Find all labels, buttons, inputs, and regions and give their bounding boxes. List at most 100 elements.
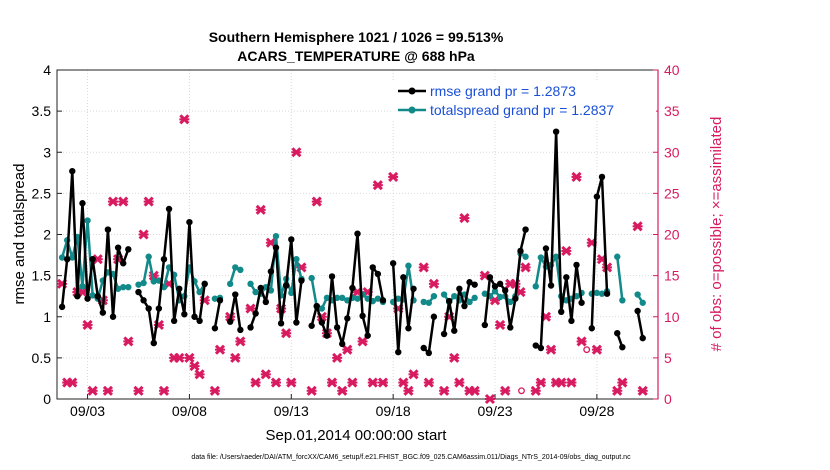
obs-count-marker [281,328,292,339]
totalspread-point [634,291,641,298]
x-tick-label: 09/03 [70,403,105,419]
rmse-point [496,280,504,288]
x-tick-label: 09/08 [172,403,207,419]
totalspread-point [522,253,529,260]
obs-count-marker [530,385,541,396]
chart-title: Southern Hemisphere 1021 / 1026 = 99.513… [209,29,504,45]
obs-count-marker [428,278,439,289]
rmse-point [512,295,519,302]
obs-count-marker [235,336,246,347]
obs-count-marker [87,385,98,396]
obs-count-marker [500,385,511,396]
obs-count-marker [495,319,506,331]
obs-count-marker [357,336,368,347]
rmse-point [547,282,555,289]
totalspread-point [552,253,560,260]
obs-possible-marker [518,387,525,395]
y2-tick-label: 5 [664,350,672,366]
obs-count-marker [367,377,378,388]
obs-count-marker [403,385,414,396]
totalspread-point [598,290,606,297]
obs-count-marker [372,180,383,191]
totalspread-point [145,253,152,260]
totalspread-point [466,298,473,306]
rmse-point [145,305,152,312]
rmse-line-segment [590,175,609,329]
totalspread-point [308,274,315,282]
totalspread-point [247,280,254,288]
totalspread-point [537,254,545,261]
rmse-point [578,299,585,306]
rmse-point [568,317,575,325]
totalspread-point [507,298,514,306]
rmse-point [211,325,219,332]
rmse-point [63,255,71,263]
rmse-point [298,277,305,284]
y-tick-label: 0 [43,391,51,407]
obs-count-marker [311,196,322,207]
totalspread-point [79,283,86,290]
obs-count-marker [143,196,154,207]
rmse-point [257,284,264,292]
y-axis-ticks: 0 0.5 1 1.5 2 2.5 3 3.5 4 [32,62,62,407]
totalspread-point [593,289,601,297]
data-file-footnote: data file: /Users/raeder/DAI/ATM_forcXX/… [191,454,631,461]
totalspread-point [318,305,326,312]
y2-tick-label: 20 [664,227,680,243]
totalspread-point [120,283,127,291]
rmse-point [216,297,224,304]
obs-count-marker [194,369,205,380]
totalspread-point [267,287,275,294]
rmse-point [135,288,142,296]
totalspread-point [619,297,626,304]
totalspread-point [89,292,96,299]
rmse-point [196,317,203,325]
rmse-point [120,260,127,267]
obs-count-marker [270,377,282,388]
obs-count-marker [342,344,353,355]
rmse-point [634,307,641,315]
rmse-point [293,319,300,326]
rmse-point [191,313,198,320]
rmse-point [451,327,458,334]
y-tick-label: 3.5 [32,103,52,119]
y2-tick-label: 10 [664,309,680,325]
obs-count-marker [107,196,119,207]
y-tick-label: 4 [43,62,51,78]
rmse-point [84,295,91,302]
rmse-point [445,297,453,305]
obs-count-marker [133,385,144,396]
totalspread-point [323,294,331,302]
rmse-point [558,308,565,316]
y-tick-label: 3 [43,144,51,160]
rmse-point [374,270,382,278]
obs-count-marker [617,377,628,388]
rmse-point [563,274,570,281]
totalspread-point [114,285,122,292]
obs-count-marker [612,385,623,396]
rmse-series [58,128,646,357]
obs-count-marker [439,385,450,396]
rmse-point [481,321,489,329]
totalspread-point [420,298,427,306]
totalspread-point [639,299,646,306]
rmse-point [532,342,539,349]
rmse-line-segment [310,232,385,346]
obs-count-marker [337,385,348,396]
totalspread-point [135,281,142,288]
rmse-point [389,260,397,267]
rmse-point [99,309,107,316]
rmse-point [328,273,336,280]
rmse-point [176,285,183,292]
rmse-point [425,349,433,357]
rmse-line-segment [60,169,130,318]
totalspread-point [272,232,280,240]
x-tick-label: 09/18 [376,403,411,419]
rmse-point [186,218,193,226]
y2-axis-label: # of obs: o=possible; ×=assimilated [708,117,725,352]
rmse-point [420,344,427,352]
x-tick-label: 09/28 [579,403,614,419]
obs-count-marker [520,262,531,273]
y-tick-label: 2 [43,227,51,243]
